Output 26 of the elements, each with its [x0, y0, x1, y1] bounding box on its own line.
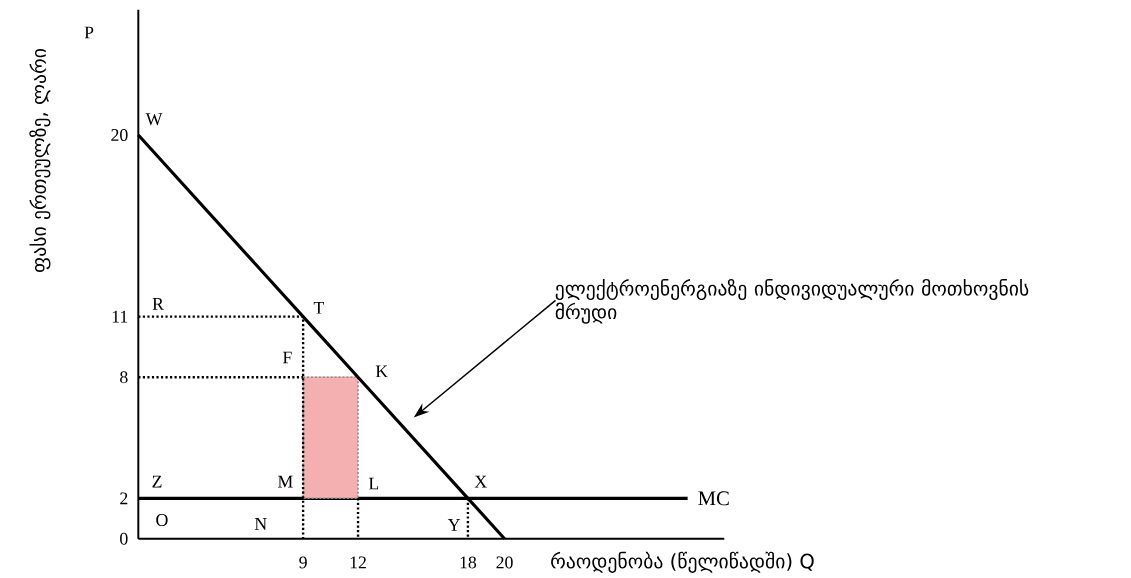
x-tick-label: 20	[496, 556, 513, 569]
y-tick-label: 20	[111, 128, 128, 141]
annotation: X	[474, 475, 487, 488]
annotation: M	[278, 475, 293, 488]
annotation: L	[368, 477, 379, 490]
annotation: O	[156, 513, 168, 526]
annotation: R	[152, 298, 164, 310]
annotation: ელექტროენერგიაზე ინდივიდუალური მოთხოვნის მრუდი	[555, 278, 1029, 324]
y-tick-label: 11	[112, 310, 128, 323]
annotation: Y	[447, 519, 461, 531]
annotation: F	[282, 351, 292, 364]
x-tick-label: 9	[299, 556, 307, 569]
y-axis-title: ფასი ერთეულზე, ლარი	[29, 49, 51, 273]
x-tick-label: 12	[350, 556, 366, 569]
annotation: N	[254, 518, 267, 530]
annotation: Z	[152, 475, 162, 488]
y-tick-label: 8	[120, 371, 128, 384]
x-tick-label: 18	[460, 556, 477, 569]
y-tick-label: 2	[120, 492, 128, 505]
annotation: W	[145, 113, 163, 126]
text: P	[84, 26, 94, 39]
annotation: T	[313, 301, 324, 314]
x-axis-title: რაოდენობა (წელიწადში) Q	[551, 551, 814, 573]
annotation: K	[375, 365, 388, 378]
series-label: MC	[698, 491, 729, 506]
y-tick-label: 0	[120, 532, 128, 545]
